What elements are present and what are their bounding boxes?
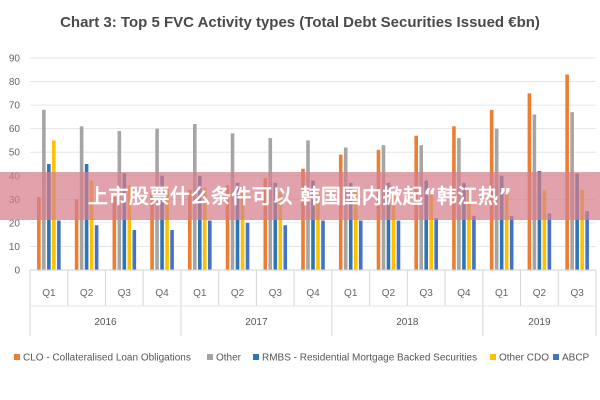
bar-abcp — [170, 229, 174, 270]
legend-label: ABCP — [562, 353, 590, 364]
bar-abcp — [94, 225, 99, 270]
bar-other-cdo — [542, 189, 547, 270]
bar-rmbs — [198, 175, 202, 270]
bar-abcp — [358, 220, 363, 270]
bar-abcp — [585, 211, 589, 270]
x-tick-label: Q1 — [193, 288, 207, 299]
bar-clo — [74, 199, 79, 270]
x-tick-label: Q3 — [118, 288, 132, 299]
bar-other-cdo — [165, 187, 169, 270]
y-tick-label: 90 — [9, 54, 21, 65]
bar-rmbs — [462, 182, 466, 270]
bar-rmbs — [499, 175, 504, 270]
bar-rmbs — [348, 182, 353, 270]
bar-other-cdo — [391, 194, 396, 270]
bar-abcp — [132, 229, 137, 270]
bar-rmbs — [575, 173, 579, 270]
x-tick-label: Q2 — [80, 288, 94, 299]
bar-other-cdo — [203, 187, 207, 270]
bar-rmbs — [311, 180, 315, 270]
bar-rmbs — [160, 175, 164, 270]
bar-other-cdo — [278, 192, 283, 270]
bar-other-cdo — [429, 192, 433, 270]
x-tick-label: Q4 — [457, 288, 471, 299]
bar-abcp — [321, 220, 325, 270]
x-tick-label: Q2 — [231, 288, 245, 299]
bar-other-cdo — [580, 189, 584, 270]
bar-abcp — [547, 213, 552, 270]
bar-clo — [112, 196, 117, 270]
bar-abcp — [509, 215, 514, 270]
year-label: 2016 — [94, 317, 117, 328]
x-tick-label: Q4 — [306, 288, 320, 299]
y-tick-label: 10 — [9, 242, 21, 253]
bar-clo — [150, 192, 154, 270]
legend-swatch-clo — [14, 354, 20, 360]
x-tick-label: Q3 — [269, 288, 283, 299]
legend-label: CLO - Collateralised Loan Obligations — [23, 353, 191, 364]
x-tick-label: Q1 — [42, 288, 56, 299]
bar-abcp — [57, 220, 61, 270]
bar-clo — [188, 189, 192, 270]
bar-rmbs — [386, 182, 391, 270]
legend: CLO - Collateralised Loan Obligations Oth… — [14, 353, 590, 364]
bar-other-cdo — [127, 185, 132, 270]
bar-abcp — [208, 220, 212, 270]
x-axis-ticks: Q1 Q2 Q3 Q4 Q1 Q2 Q3 Q4 Q1 Q2 Q3 Q4 Q1 Q2 Q3 2016 2017 20… — [29, 269, 597, 336]
overlay-banner — [0, 172, 600, 220]
bar-abcp — [472, 215, 476, 270]
bar-rmbs — [235, 182, 240, 270]
overlay-banner-text: 上市股票什么条件可以 韩国国内掀起“韩江热” — [87, 184, 513, 208]
bar-other-cdo — [353, 192, 358, 270]
bar-abcp — [245, 222, 250, 270]
legend-label: RMBS - Residential Mortgage Backed Secur… — [262, 353, 477, 364]
bar-rmbs — [424, 180, 428, 270]
year-label: 2017 — [245, 317, 268, 328]
x-tick-label: Q1 — [344, 288, 358, 299]
bar-abcp — [283, 225, 288, 270]
x-tick-label: Q3 — [570, 288, 584, 299]
legend-label: Other — [216, 353, 242, 364]
x-tick-label: Q4 — [155, 288, 169, 299]
legend-swatch-abcp — [553, 354, 559, 360]
bar-rmbs — [122, 173, 127, 270]
legend-swatch-other-cdo — [490, 354, 496, 360]
y-tick-label: 50 — [9, 148, 21, 159]
x-tick-label: Q3 — [420, 288, 434, 299]
bar-other-cdo — [89, 180, 94, 270]
bar-other-cdo — [316, 192, 320, 270]
y-tick-label: 60 — [9, 124, 21, 135]
y-axis-ticks: 0102030405060708090 — [9, 54, 21, 277]
y-tick-label: 70 — [9, 101, 21, 112]
x-tick-label: Q2 — [533, 288, 547, 299]
chart-title: Chart 3: Top 5 FVC Activity types (Total… — [60, 14, 540, 31]
bar-clo — [225, 185, 230, 270]
year-label: 2019 — [528, 317, 551, 328]
bar-clo — [37, 196, 41, 270]
x-tick-label: Q2 — [382, 288, 396, 299]
legend-swatch-other — [207, 354, 213, 360]
bar-other-cdo — [240, 192, 245, 270]
y-tick-label: 0 — [14, 266, 20, 277]
bar-rmbs — [273, 182, 278, 270]
bar-other-cdo — [467, 189, 471, 270]
bar-clo — [263, 178, 268, 270]
legend-swatch-rmbs — [253, 354, 259, 360]
bar-abcp — [396, 220, 401, 270]
bar-abcp — [434, 218, 438, 270]
year-label: 2018 — [396, 317, 419, 328]
legend-label: Other CDO — [499, 353, 549, 364]
y-tick-label: 80 — [9, 77, 21, 88]
bar-rmbs — [537, 171, 542, 270]
x-tick-label: Q1 — [495, 288, 509, 299]
y-tick-label: 20 — [9, 218, 21, 229]
bar-other-cdo — [504, 192, 509, 270]
